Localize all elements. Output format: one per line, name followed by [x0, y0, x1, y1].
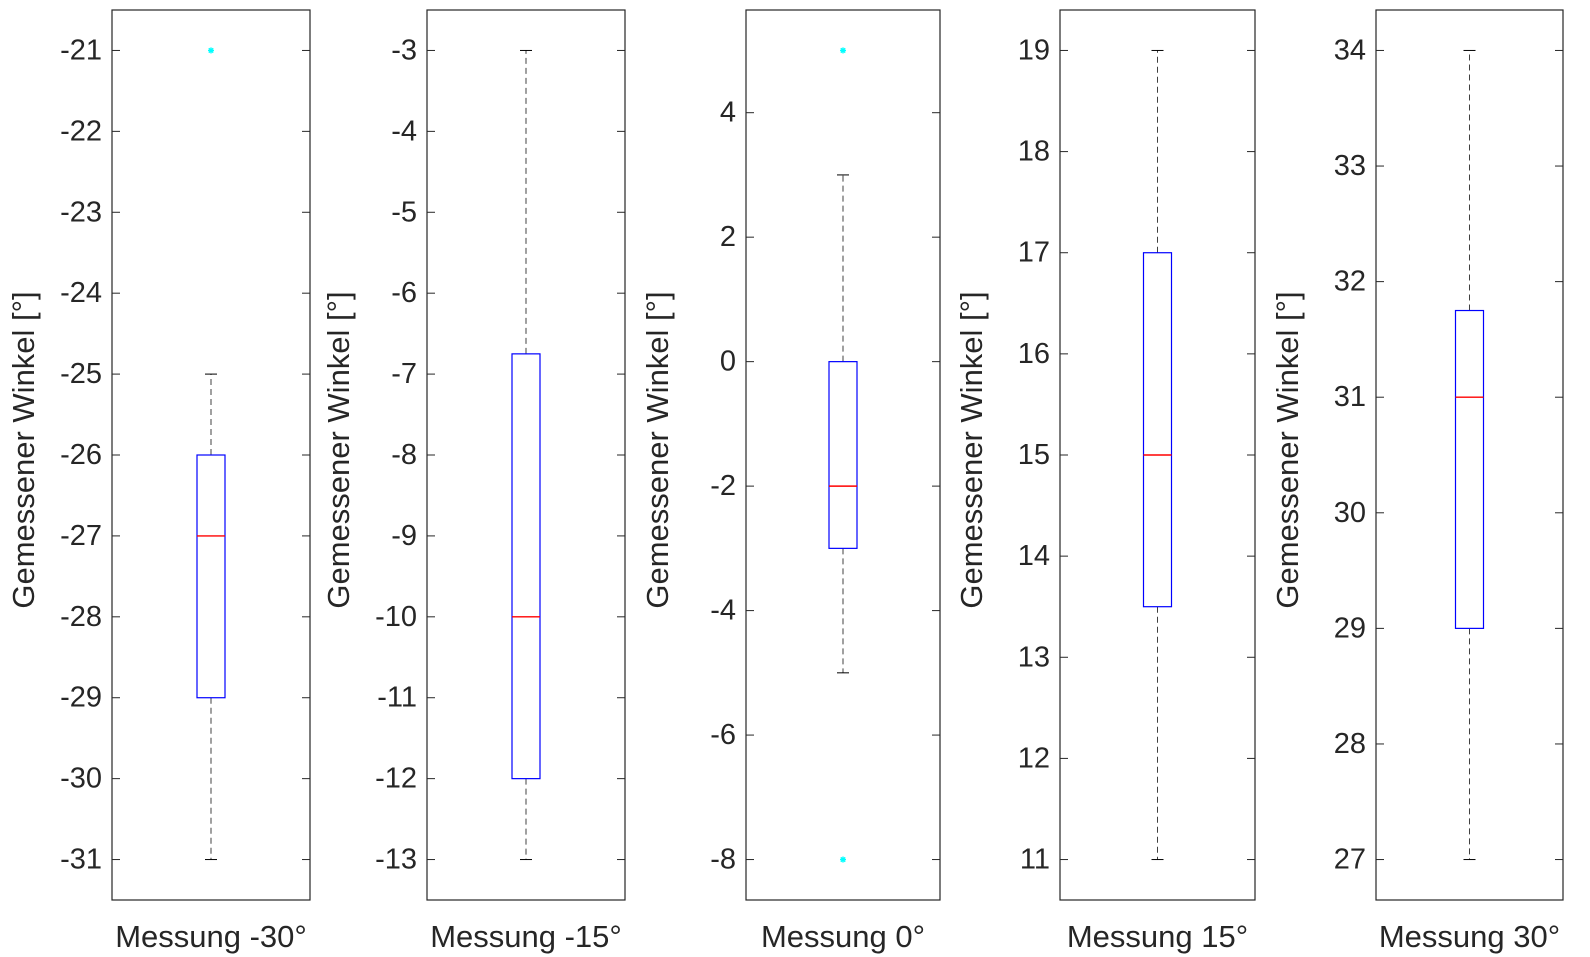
y-tick-label: -9 — [391, 520, 417, 552]
y-tick-label: -13 — [375, 844, 417, 876]
boxplot-panel-3: -8 -6 -4 -2 0 2 4 Gemessener Winkel [°] Messung … — [640, 9, 941, 954]
y-tick-label: 2 — [720, 221, 736, 253]
boxplot-panel-5: 27 28 29 30 31 32 33 34 Gemessener Winkel [°] Mes… — [1270, 9, 1564, 954]
y-tick-label: 29 — [1334, 612, 1366, 644]
outlier-marker — [840, 47, 846, 54]
boxplot-panel-4: 11 12 13 14 15 16 17 18 19 Gemessener Winkel [°] M… — [954, 9, 1256, 954]
y-tick-label: -25 — [60, 358, 102, 390]
y-axis-label: Gemessener Winkel [°] — [321, 291, 356, 608]
y-tick-label: -7 — [391, 358, 417, 390]
axes-frame — [1375, 9, 1564, 901]
y-tick-label: 33 — [1334, 150, 1366, 182]
y-axis-label: Gemessener Winkel [°] — [1270, 291, 1305, 608]
y-tick-label: -23 — [60, 196, 102, 228]
y-tick-label: -8 — [710, 844, 736, 876]
x-category-label: Messung 15° — [1067, 919, 1248, 954]
y-tick-label: 12 — [1018, 742, 1050, 774]
axes-frame — [745, 9, 941, 901]
y-tick-label: -24 — [60, 277, 102, 309]
y-tick-label: 4 — [720, 97, 736, 129]
y-tick-label: -31 — [60, 844, 102, 876]
iqr-box — [511, 353, 541, 780]
x-category-label: Messung -15° — [430, 919, 622, 954]
y-tick-label: 0 — [720, 346, 736, 378]
y-tick-label: -4 — [391, 115, 417, 147]
y-axis-label: Gemessener Winkel [°] — [6, 291, 41, 608]
y-tick-label: -10 — [375, 601, 417, 633]
outlier-marker — [840, 856, 846, 863]
boxplot-panel-1: -31 -30 -29 -28 -27 -26 -25 -24 -23 -22 -21 Gemesse… — [6, 9, 311, 954]
y-tick-label: -30 — [60, 763, 102, 795]
y-tick-label: -8 — [391, 439, 417, 471]
y-tick-label: -27 — [60, 520, 102, 552]
y-tick-label: -6 — [710, 719, 736, 751]
y-tick-label: 19 — [1018, 34, 1050, 66]
y-tick-label: 32 — [1334, 266, 1366, 298]
iqr-box — [1454, 309, 1485, 629]
y-tick-label: 18 — [1018, 136, 1050, 168]
y-tick-label: 28 — [1334, 728, 1366, 760]
y-tick-label: -26 — [60, 439, 102, 471]
x-category-label: Messung 0° — [761, 919, 925, 954]
y-axis-label: Gemessener Winkel [°] — [954, 291, 989, 608]
y-tick-label: -6 — [391, 277, 417, 309]
x-category-label: Messung 30° — [1379, 919, 1560, 954]
y-tick-label: 31 — [1334, 381, 1366, 413]
y-tick-label: -4 — [710, 595, 736, 627]
iqr-box — [196, 454, 226, 699]
y-tick-label: -11 — [377, 682, 417, 714]
y-tick-label: 16 — [1018, 338, 1050, 370]
y-tick-label: -12 — [375, 763, 417, 795]
y-tick-label: 15 — [1018, 439, 1050, 471]
y-tick-label: -5 — [391, 196, 417, 228]
outlier-marker — [208, 47, 214, 54]
x-category-label: Messung -30° — [115, 919, 307, 954]
y-tick-label: 34 — [1334, 34, 1366, 66]
iqr-box — [1142, 252, 1173, 608]
y-tick-label: 13 — [1018, 641, 1050, 673]
iqr-box — [828, 361, 858, 549]
y-axis-label: Gemessener Winkel [°] — [640, 291, 675, 608]
y-tick-label: 17 — [1018, 237, 1050, 269]
y-tick-label: 11 — [1020, 844, 1050, 876]
boxplot-panel-2: -13 -12 -11 -10 -9 -8 -7 -6 -5 -4 -3 Gemessener Win… — [321, 9, 626, 954]
y-tick-label: -3 — [391, 34, 417, 66]
y-tick-label: 27 — [1334, 844, 1366, 876]
y-tick-label: 14 — [1018, 540, 1050, 572]
y-tick-label: -28 — [60, 601, 102, 633]
y-tick-label: -29 — [60, 682, 102, 714]
y-tick-label: 30 — [1334, 497, 1366, 529]
y-tick-label: -2 — [710, 470, 736, 502]
y-tick-label: -21 — [60, 34, 102, 66]
y-tick-label: -22 — [60, 115, 102, 147]
